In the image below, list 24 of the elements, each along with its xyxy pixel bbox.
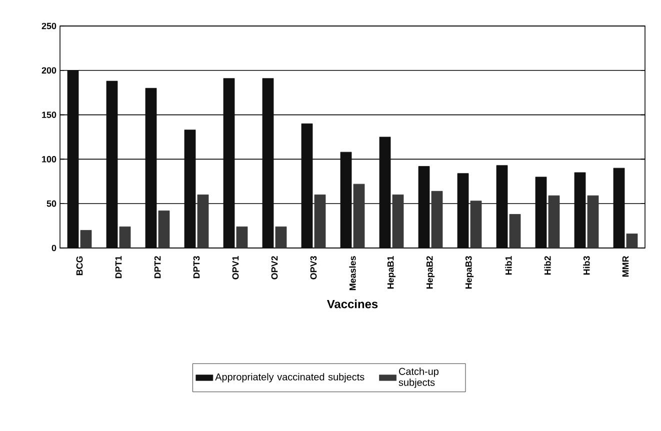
x-tick-label: HepaB1 bbox=[387, 256, 396, 289]
x-tick-label: DPT1 bbox=[115, 256, 122, 278]
x-axis-title: Vaccines bbox=[326, 300, 378, 308]
x-tick-label: MMR bbox=[622, 256, 629, 277]
y-tick-label: 250 bbox=[42, 22, 56, 30]
x-tick-label: HepaB3 bbox=[465, 256, 474, 289]
x-tick-label: Measles bbox=[349, 256, 356, 290]
y-tick-label: 50 bbox=[46, 200, 56, 207]
x-tick-label: Hib3 bbox=[583, 256, 590, 275]
y-tick-label: 150 bbox=[42, 112, 56, 118]
x-tick-label: DPT2 bbox=[154, 256, 161, 278]
y-tick-label: 100 bbox=[42, 156, 56, 162]
y-tick-label: 0 bbox=[52, 244, 56, 252]
x-tick-label: Hib2 bbox=[544, 256, 551, 275]
legend-label: Appropriately vaccinated subjects bbox=[215, 373, 364, 382]
x-tick-label: BCG bbox=[76, 256, 83, 276]
y-tick-label: 200 bbox=[42, 67, 56, 74]
x-tick-label: Hib1 bbox=[505, 256, 512, 275]
x-tick-label: OPV2 bbox=[271, 256, 278, 280]
x-tick-label: OPV1 bbox=[232, 256, 239, 280]
x-tick-label: HepaB2 bbox=[426, 256, 435, 289]
x-tick-label: DPT3 bbox=[193, 256, 200, 278]
legend-label: Catch-up subjects bbox=[398, 368, 439, 388]
x-tick-label: OPV3 bbox=[310, 256, 317, 280]
